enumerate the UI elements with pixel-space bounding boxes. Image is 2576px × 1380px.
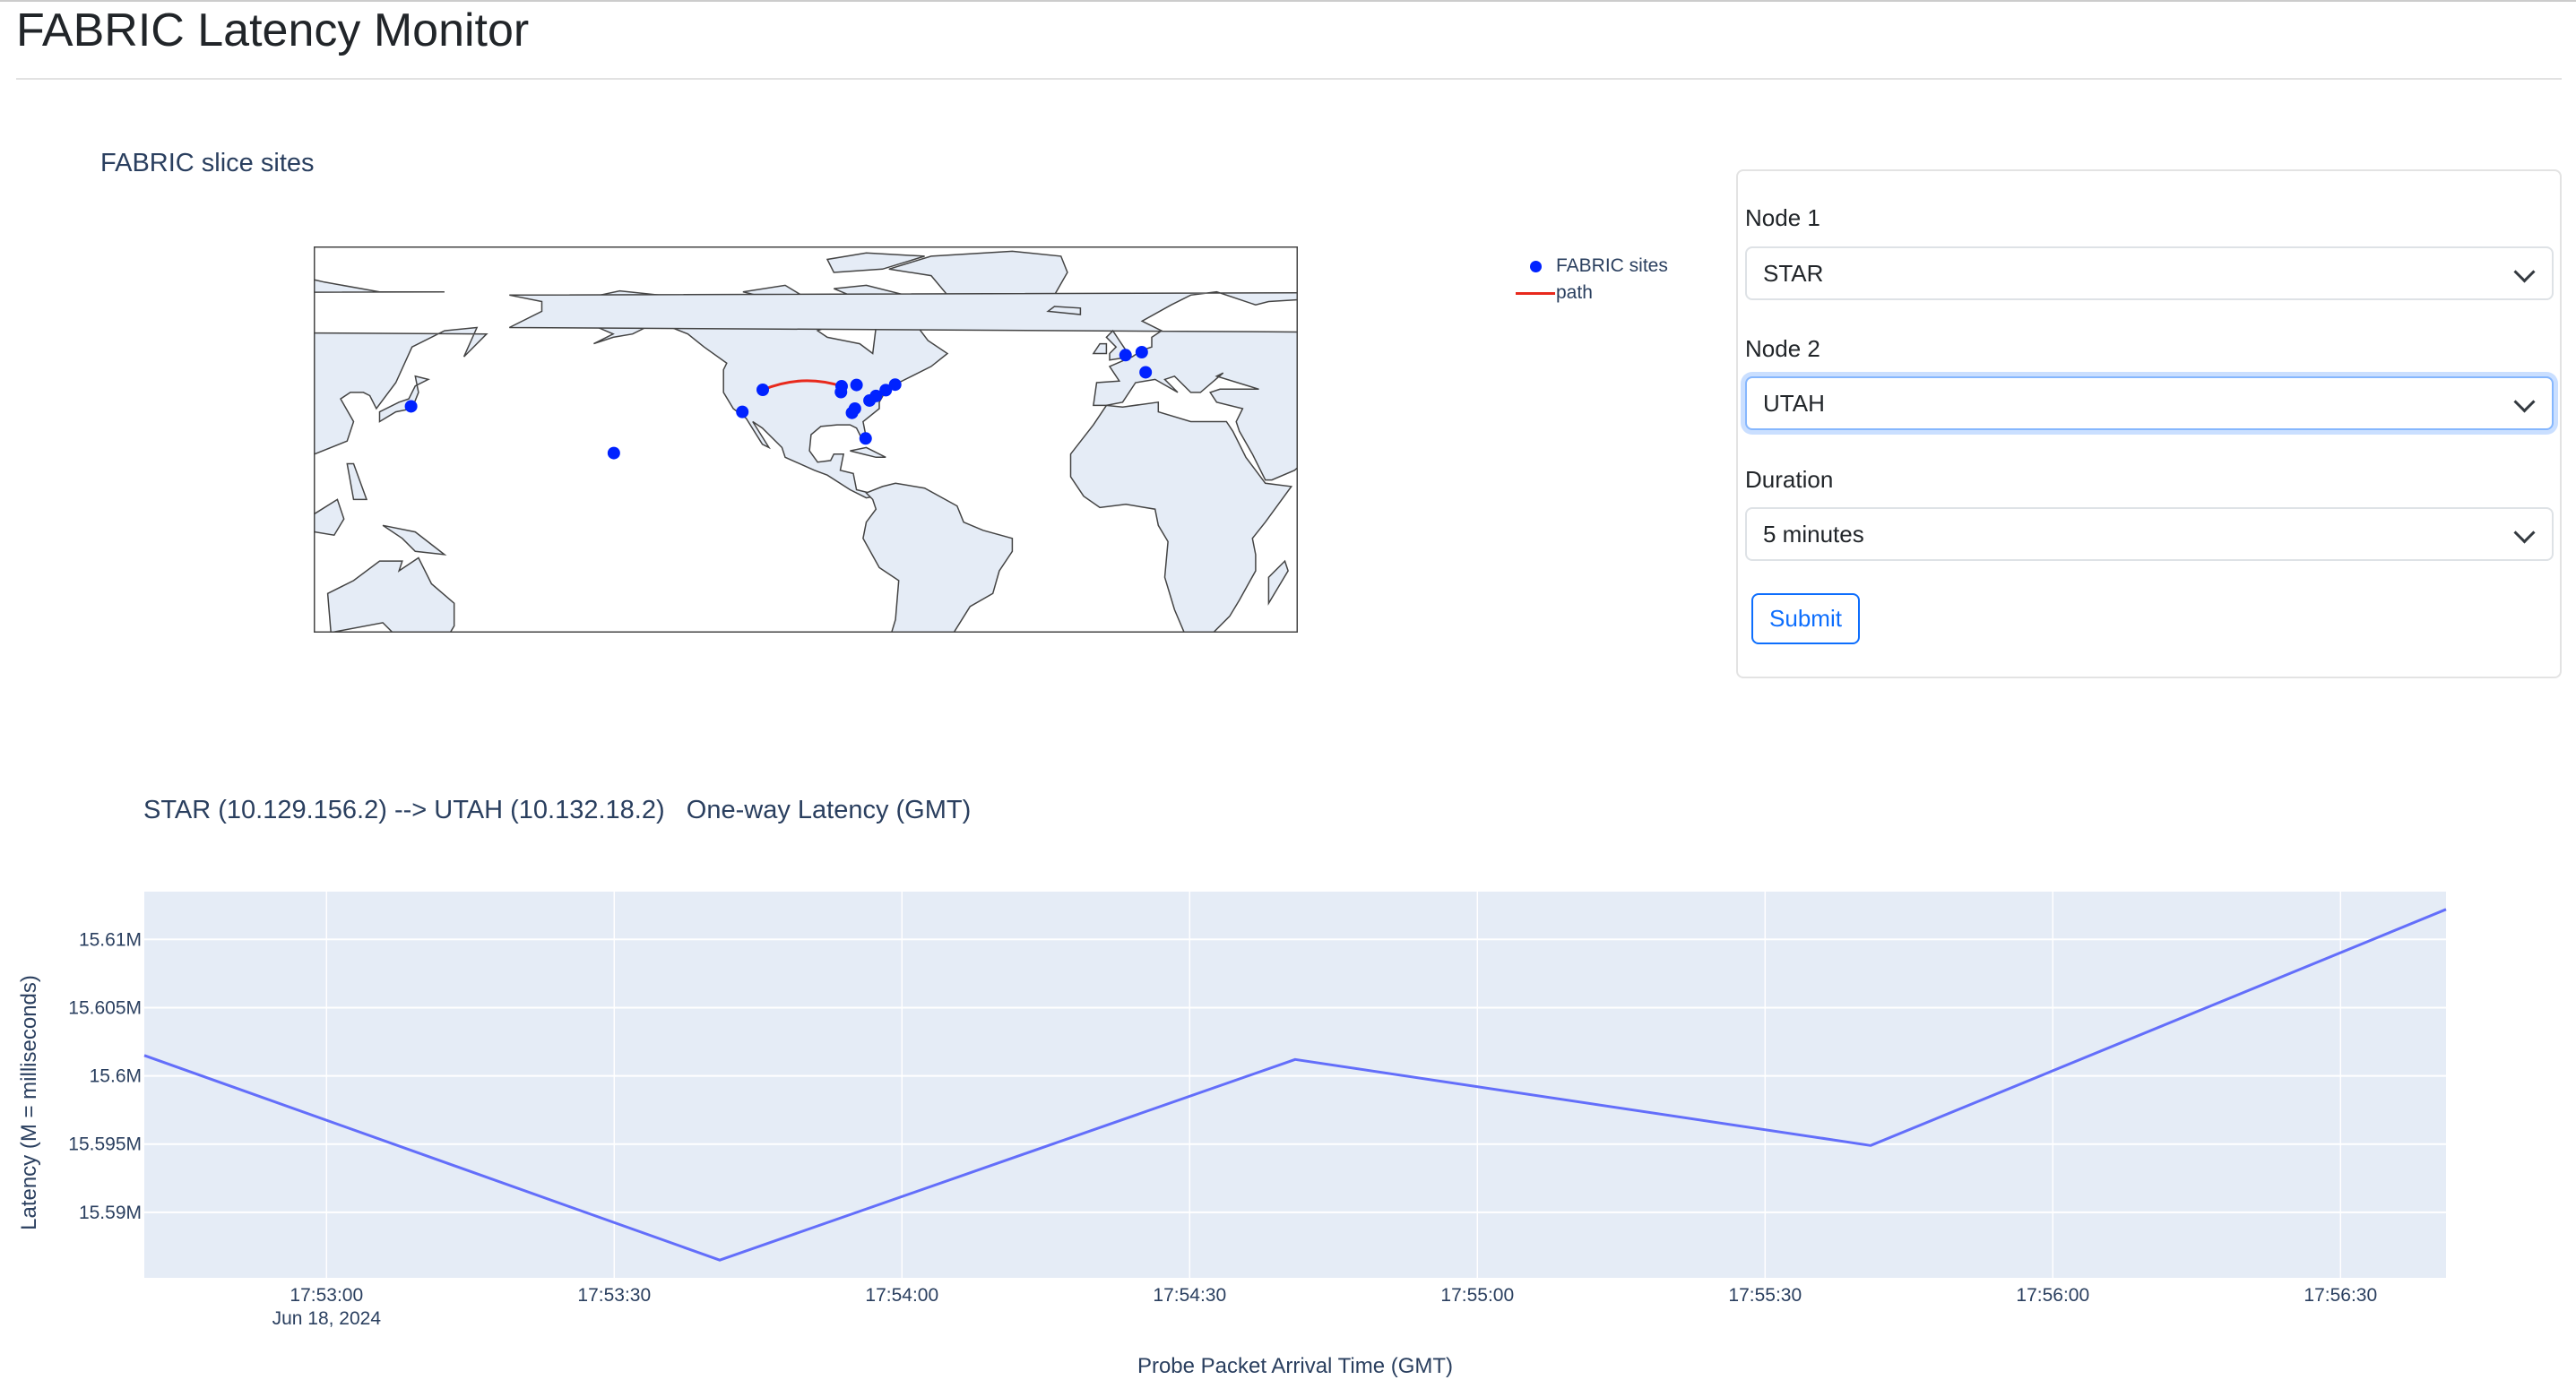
legend-item-path[interactable]: path: [1515, 280, 1668, 306]
land-new-guinea: [382, 524, 447, 556]
duration-value: 5 minutes: [1763, 520, 1864, 548]
site-marker: [1135, 346, 1148, 359]
node1-value: STAR: [1763, 259, 1824, 287]
node1-label: Node 1: [1745, 204, 1820, 231]
site-marker: [879, 384, 893, 397]
x-tick-label: 17:53:30: [577, 1285, 651, 1306]
site-marker: [848, 402, 861, 415]
site-marker: [859, 432, 872, 445]
submit-button[interactable]: Submit: [1751, 593, 1860, 644]
legend-item-sites[interactable]: FABRIC sites: [1515, 253, 1668, 280]
x-tick-label: 17:54:30: [1153, 1285, 1226, 1306]
land-madagascar: [1267, 559, 1289, 606]
y-tick-label: 15.6M: [90, 1066, 142, 1087]
duration-label: Duration: [1745, 466, 1834, 493]
chevron-down-icon: [2513, 261, 2536, 283]
land-eurasia: [508, 290, 1298, 481]
page-title: FABRIC Latency Monitor: [16, 4, 530, 56]
node1-select[interactable]: STAR: [1745, 246, 2554, 300]
site-marker: [850, 378, 863, 392]
land-australia: [326, 556, 455, 633]
x-tick-label: 17:56:30: [2304, 1285, 2377, 1306]
site-marker: [888, 378, 902, 392]
y-tick-label: 15.595M: [68, 1134, 142, 1155]
land-south-america: [862, 482, 1014, 633]
land-ellesmere: [826, 252, 925, 273]
y-tick-label: 15.605M: [68, 997, 142, 1018]
site-marker: [736, 405, 749, 418]
land-eurasia: [314, 279, 488, 456]
world-map[interactable]: [314, 246, 1298, 633]
land-ireland: [1092, 342, 1108, 355]
line-icon: [1516, 291, 1555, 295]
x-date-label: Jun 18, 2024: [272, 1308, 382, 1329]
x-tick-label: 17:54:00: [865, 1285, 938, 1306]
site-marker: [1119, 349, 1132, 362]
site-marker: [1139, 366, 1153, 379]
x-tick-label: 17:56:00: [2016, 1285, 2089, 1306]
x-tick-label: 17:55:30: [1728, 1285, 1802, 1306]
chevron-down-icon: [2513, 391, 2536, 413]
land-africa: [1069, 401, 1293, 633]
map-frame: [314, 246, 1298, 633]
controls-panel: [1736, 169, 2562, 678]
x-tick-label: 17:53:00: [290, 1285, 363, 1306]
site-marker: [404, 400, 418, 413]
duration-select[interactable]: 5 minutes: [1745, 507, 2554, 561]
divider: [16, 78, 2562, 80]
chevron-down-icon: [2513, 522, 2536, 544]
node2-select[interactable]: UTAH: [1745, 376, 2554, 430]
site-marker: [863, 393, 877, 407]
map-legend: FABRIC sites path: [1515, 253, 1668, 306]
site-marker: [607, 446, 620, 460]
x-tick-label: 17:55:00: [1440, 1285, 1514, 1306]
legend-label: path: [1556, 282, 1593, 303]
chart-title: STAR (10.129.156.2) --> UTAH (10.132.18.…: [143, 796, 972, 824]
x-axis-title: Probe Packet Arrival Time (GMT): [1137, 1354, 1453, 1378]
y-axis-title: Latency (M = milliseconds): [17, 975, 41, 1230]
site-marker: [834, 385, 848, 399]
node2-value: UTAH: [1763, 389, 1825, 417]
top-border: [0, 0, 2576, 2]
legend-label: FABRIC sites: [1556, 255, 1668, 276]
land-philippines: [346, 462, 368, 501]
latency-chart[interactable]: 17:53:00 17:53:30 17:54:00 17:54:30 17:55:00…: [0, 860, 2576, 1380]
y-tick-label: 15.59M: [79, 1203, 142, 1223]
y-tick-label: 15.61M: [79, 929, 142, 950]
map-title: FABRIC slice sites: [100, 149, 315, 177]
land-iceland: [1046, 306, 1082, 315]
node2-label: Node 2: [1745, 335, 1820, 362]
marker-dot-icon: [1529, 260, 1542, 272]
site-marker: [756, 384, 770, 397]
path-line: [762, 379, 843, 392]
land-cuba: [850, 446, 886, 459]
plot-background: [144, 892, 2446, 1278]
